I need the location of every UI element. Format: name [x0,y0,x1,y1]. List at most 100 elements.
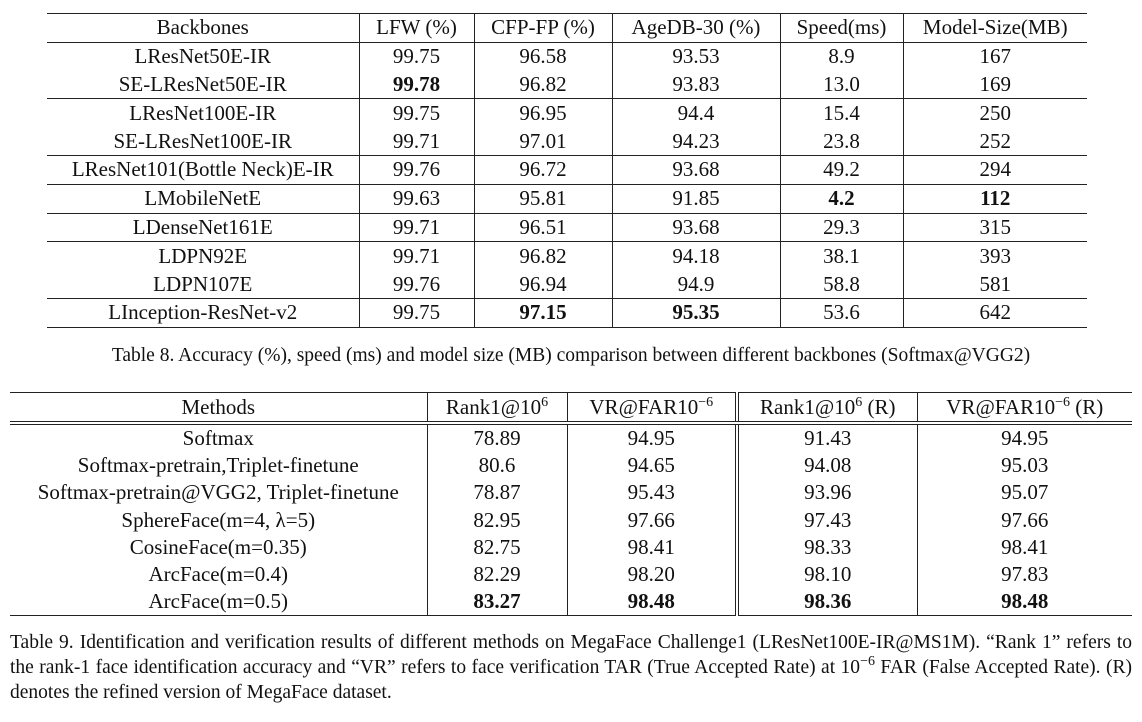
table-cell: 93.53 [611,42,780,71]
header-cell: Rank1@106 (R) [735,392,917,425]
table-row: LResNet101(Bottle Neck)E-IR 99.76 96.72 93.… [47,154,1087,185]
table-cell: 99.75 [358,297,474,328]
text: FAR (False Accepted Rate). (R) denotes t… [10,657,1132,703]
table-cell: 91.85 [611,183,780,214]
table-cell: CosineFace(m=0.35) [129,534,307,559]
table-row: LMobileNetE 99.63 95.81 91.85 4.2 112 [47,183,1087,214]
table-cell: 58.8 [779,270,903,299]
table-cell: 49.2 [779,154,903,185]
table-row: SE-LResNet100E-IR 99.71 97.01 94.23 23.8 252 [47,127,1087,156]
table-row: LDenseNet161E 99.71 96.51 93.68 29.3 315 [47,212,1087,242]
table-row: LDPN107E 99.76 96.94 94.9 58.8 581 [47,270,1087,299]
table-row: LResNet50E-IR 99.75 96.58 93.53 8.9 167 [47,42,1087,71]
table-cell: 315 [902,212,1087,242]
table-cell: 99.63 [358,183,474,214]
text: Rank1@10 [760,394,856,419]
table-cell: 95.03 [916,452,1132,480]
table-cell: LResNet50E-IR [134,44,271,69]
table-cell: 95.35 [611,297,780,328]
text: Table 9. Identification and verification… [10,632,1132,678]
table-caption: Table 8. Accuracy (%), speed (ms) and mo… [111,345,1031,366]
table-cell: 94.23 [611,127,780,156]
table-cell: 294 [902,154,1087,185]
table-cell: 96.72 [473,154,612,185]
table-cell: 29.3 [779,212,903,242]
table-row: Softmax 78.89 94.95 91.43 94.95 [10,423,1132,453]
table-cell: 167 [902,42,1087,71]
table-cell: 94.9 [611,270,780,299]
superscript: −6 [860,654,875,669]
table-cell: 94.08 [735,452,917,480]
text: VR@FAR10 [946,394,1056,419]
table-cell: 96.82 [473,241,612,271]
table-cell: 97.83 [916,560,1132,589]
table-cell: 97.15 [473,297,612,328]
table-cell: 97.66 [566,506,737,534]
table-cell: 93.68 [611,212,780,242]
header-cell: Speed(ms) [779,13,903,43]
header-cell: Backbones [47,13,359,43]
table-cell: 94.4 [611,98,780,128]
table-cell: 15.4 [779,98,903,128]
table-row: ArcFace(m=0.4) 82.29 98.20 98.10 97.83 [10,560,1132,589]
superscript: −6 [1055,394,1070,410]
table-cell: 78.87 [426,479,567,507]
table-cell: 97.01 [473,127,612,156]
table-cell: 96.51 [473,212,612,242]
table-cell: 642 [902,297,1087,328]
table-cell: 96.58 [473,42,612,71]
superscript: 6 [541,394,549,410]
table-cell: 53.6 [779,297,903,328]
table-cell: 95.07 [916,479,1132,507]
table-cell: 82.29 [426,560,567,589]
table-cell: 97.66 [916,506,1132,534]
table-cell: 82.95 [426,506,567,534]
table-cell: 99.75 [358,98,474,128]
table-cell: 99.76 [358,270,474,299]
table-cell: 98.41 [916,533,1132,561]
superscript: −6 [698,394,714,410]
table-row: Softmax-pretrain,Triplet-finetune 80.6 94.… [10,452,1132,480]
table-cell: 99.75 [358,42,474,71]
table-row: LInception-ResNet-v2 99.75 97.15 95.35 53.6 6… [47,297,1087,328]
table-cell: 581 [902,270,1087,299]
backbone-table: Backbones LFW (%) CFP-FP (%) AgeDB-30 (%) Sp… [47,13,1087,328]
table-cell: 93.68 [611,154,780,185]
table-cell: LInception-ResNet-v2 [47,297,359,328]
table-cell: LMobileNetE [47,183,359,214]
table-cell: 83.27 [426,588,567,616]
header-row: Methods Rank1@106 VR@FAR10−6 Rank1@106 (R) V… [10,392,1132,425]
table-cell: 94.95 [566,423,737,453]
header-cell: VR@FAR10−6 (R) [916,392,1132,425]
table-cell: 252 [902,127,1087,156]
table-cell: 80.6 [426,452,567,480]
table-row: CosineFace(m=0.35) 82.75 98.41 98.33 98.41 [10,533,1132,561]
table-cell: 112 [902,183,1087,214]
table-cell: 4.2 [779,183,903,214]
table-cell: 250 [902,98,1087,128]
table-cell: LDPN107E [153,271,253,296]
header-cell: VR@FAR10−6 [566,392,737,425]
table-cell: 99.71 [358,127,474,156]
table-cell: 82.75 [426,533,567,561]
table-cell: LResNet101(Bottle Neck)E-IR [47,154,359,185]
table-cell: 98.10 [735,560,917,589]
table-cell: 99.71 [358,212,474,242]
table-cell: 95.43 [566,479,737,507]
header-cell: Methods [10,392,427,425]
table-cell: 96.82 [473,70,612,99]
table-cell: 94.65 [566,452,737,480]
megaface-table: Methods Rank1@106 VR@FAR10−6 Rank1@106 (R) V… [10,392,1132,617]
text: VR@FAR10 [589,394,699,419]
table-cell: SE-LResNet100E-IR [113,128,292,153]
table-cell: 97.43 [735,506,917,534]
table-cell: SphereFace(m=4, λ=5) [121,507,316,532]
table-cell: LDPN92E [47,241,359,271]
table-cell: 98.48 [566,588,737,616]
table-cell: ArcFace(m=0.4) [148,562,289,587]
table-cell: LResNet100E-IR [47,98,359,128]
table-cell: 94.18 [611,241,780,271]
table-cell: LDenseNet161E [47,212,359,242]
table-cell: Softmax-pretrain@VGG2, Triplet-finetune [37,480,399,505]
text: Rank1@10 [445,394,542,419]
